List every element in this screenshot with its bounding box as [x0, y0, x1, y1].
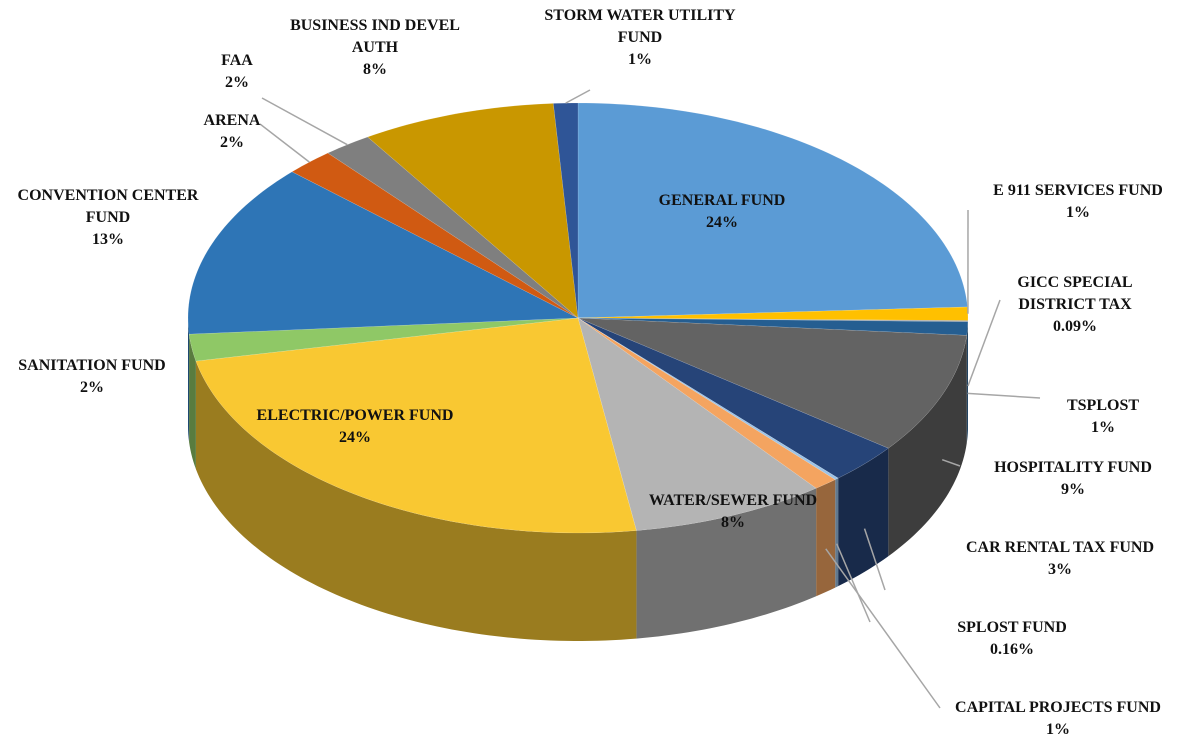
pie-slice-side: [816, 479, 836, 597]
pie-slice: [188, 317, 579, 362]
leader-line: [825, 548, 941, 709]
data-label: SPLOST FUND 0.16%: [912, 617, 1112, 661]
category-label: ELECTRIC/POWER FUND: [256, 407, 454, 424]
pie-slice-side: [195, 361, 637, 641]
pie-slice: [553, 102, 579, 319]
value-label: 1%: [1091, 419, 1115, 436]
pie-slice-side: [835, 478, 839, 588]
value-label: 24%: [339, 429, 371, 446]
category-label: SANITATION FUND: [18, 357, 166, 374]
leader-line: [259, 123, 310, 163]
category-label: SPLOST FUND: [957, 619, 1067, 636]
data-label: TSPLOST 1%: [1038, 395, 1168, 439]
pie-slice: [577, 317, 968, 449]
value-label: 1%: [1066, 204, 1090, 221]
data-label: GENERAL FUND 24%: [622, 190, 822, 234]
pie-slice: [577, 317, 836, 489]
pie-slice: [577, 102, 968, 319]
value-label: 1%: [1046, 721, 1070, 738]
category-label: CONVENTION CENTER FUND: [17, 187, 199, 226]
leader-line: [967, 299, 1001, 387]
pie-slice: [195, 317, 637, 534]
data-label: HOSPITALITY FUND 9%: [958, 457, 1182, 501]
category-label: FAA: [221, 52, 253, 69]
value-label: 2%: [220, 134, 244, 151]
pie-slice-side: [636, 488, 817, 639]
data-label: WATER/SEWER FUND 8%: [613, 490, 853, 534]
pie-slice: [187, 171, 579, 335]
leader-line: [863, 528, 886, 591]
pie-slice-side: [189, 334, 196, 470]
pie-slice: [577, 317, 817, 531]
category-label: CAR RENTAL TAX FUND: [965, 539, 1154, 556]
leader-line: [565, 89, 591, 104]
pie-slice: [577, 317, 969, 336]
data-label: STORM WATER UTILITY FUND 1%: [535, 5, 745, 71]
category-label: STORM WATER UTILITY FUND: [544, 7, 736, 46]
data-label: E 911 SERVICES FUND 1%: [968, 180, 1182, 224]
value-label: 3%: [1048, 561, 1072, 578]
value-label: 2%: [225, 74, 249, 91]
value-label: 9%: [1061, 481, 1085, 498]
pie-slice: [327, 136, 579, 319]
data-label: FAA 2%: [202, 50, 272, 94]
pie-slice-side: [966, 321, 968, 444]
data-label: CAR RENTAL TAX FUND 3%: [940, 537, 1180, 581]
pie-slice-side: [838, 448, 889, 587]
category-label: BUSINESS IND DEVEL AUTH: [290, 17, 460, 56]
data-label: SANITATION FUND 2%: [0, 355, 187, 399]
value-label: 0.09%: [1053, 318, 1097, 335]
pie-slice: [367, 103, 579, 319]
pie-slice: [577, 317, 839, 480]
category-label: WATER/SEWER FUND: [648, 492, 818, 509]
value-label: 24%: [706, 214, 738, 231]
category-label: GICC SPECIAL DISTRICT TAX: [1017, 274, 1133, 313]
leader-line: [967, 392, 1041, 399]
pie-slice-side: [888, 335, 967, 557]
pie-slice-side: [188, 318, 190, 443]
leader-line: [835, 543, 871, 623]
category-label: TSPLOST: [1066, 397, 1140, 414]
value-label: 0.16%: [990, 641, 1034, 658]
value-label: 8%: [721, 514, 745, 531]
category-label: ARENA: [203, 112, 261, 129]
data-label: CAPITAL PROJECTS FUND 1%: [928, 697, 1182, 741]
data-label: GICC SPECIAL DISTRICT TAX 0.09%: [1000, 272, 1150, 338]
data-label: BUSINESS IND DEVEL AUTH 8%: [275, 15, 475, 81]
leader-line: [941, 458, 961, 467]
category-label: HOSPITALITY FUND: [994, 459, 1152, 476]
value-label: 2%: [80, 379, 104, 396]
value-label: 1%: [628, 51, 652, 68]
pie-tops: [187, 102, 969, 534]
data-label: ELECTRIC/POWER FUND 24%: [225, 405, 485, 449]
data-label: ARENA 2%: [182, 110, 282, 154]
pie-slice: [291, 152, 579, 319]
value-label: 13%: [92, 231, 124, 248]
category-label: E 911 SERVICES FUND: [993, 182, 1163, 199]
pie-sides: [188, 318, 968, 641]
category-label: GENERAL FUND: [658, 192, 786, 209]
data-label: CONVENTION CENTER FUND 13%: [0, 185, 218, 251]
pie-slice: [577, 317, 889, 479]
value-label: 8%: [363, 61, 387, 78]
category-label: CAPITAL PROJECTS FUND: [955, 699, 1161, 716]
leader-line: [261, 97, 348, 146]
